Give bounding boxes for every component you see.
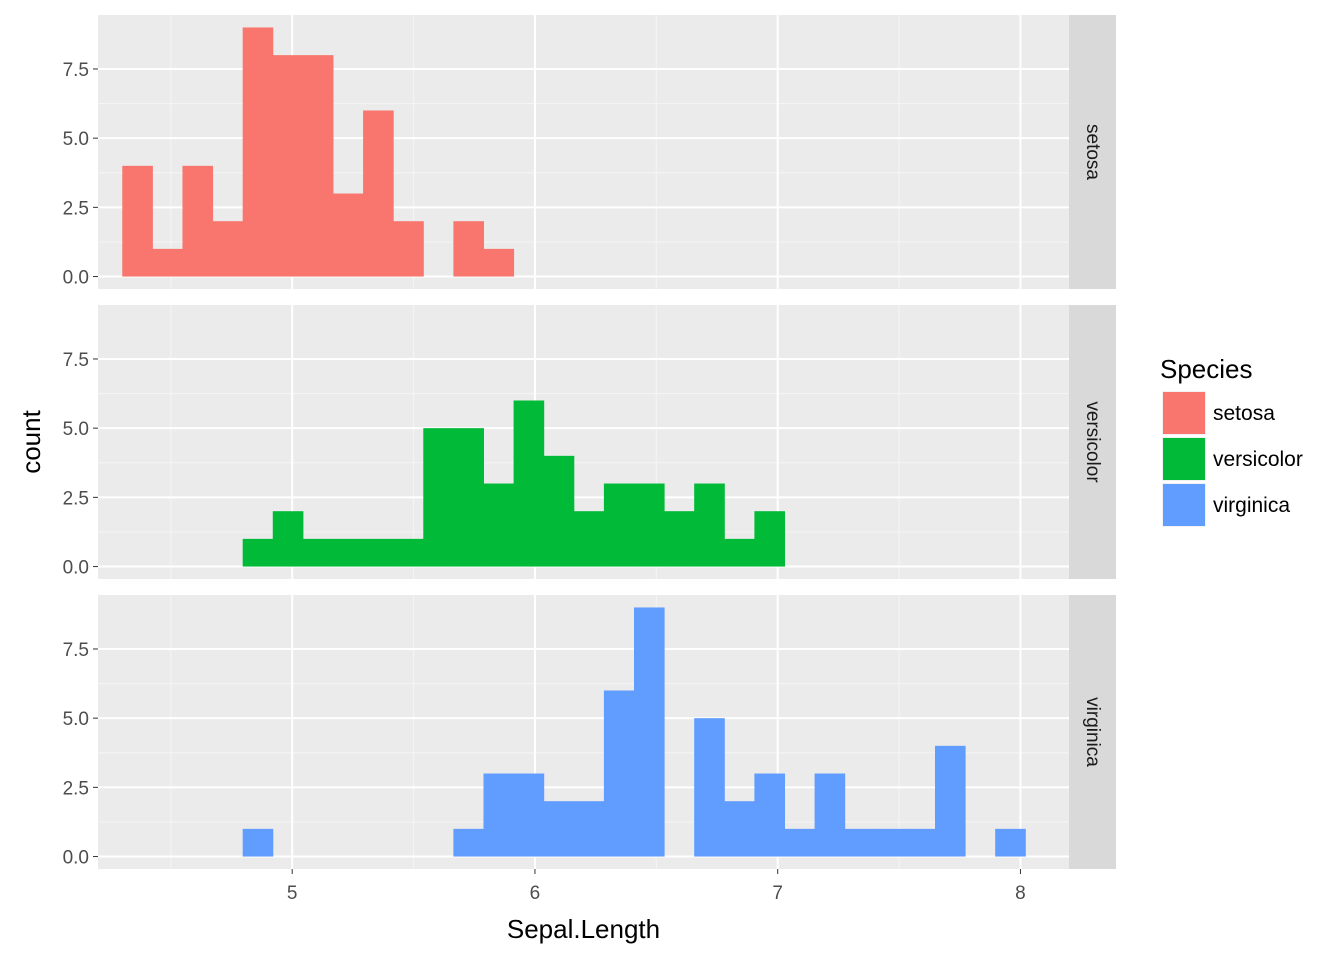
histogram-bar (814, 773, 846, 857)
facet-strip (1069, 595, 1116, 869)
histogram-bar (543, 801, 575, 857)
legend-key-swatch (1163, 392, 1205, 434)
x-axis-title: Sepal.Length (507, 914, 660, 944)
histogram-bar (513, 400, 545, 567)
histogram-bar (483, 773, 515, 857)
y-tick-label: 2.5 (63, 488, 89, 509)
x-tick-label: 6 (530, 883, 541, 904)
y-tick-label: 0.0 (63, 558, 89, 579)
y-tick-label: 2.5 (63, 198, 89, 219)
legend-key-swatch (1163, 438, 1205, 480)
x-tick-label: 8 (1015, 883, 1026, 904)
histogram-bar (754, 773, 785, 857)
histogram-bar (995, 828, 1026, 857)
histogram-bar (633, 483, 665, 567)
histogram-bar (272, 511, 304, 567)
histogram-bar (694, 483, 725, 567)
histogram-bar (332, 193, 364, 277)
y-tick-label: 7.5 (63, 60, 89, 81)
histogram-bar (423, 428, 454, 567)
y-tick-label: 0.0 (63, 268, 89, 289)
histogram-bar (363, 110, 394, 277)
histogram-bar (664, 511, 695, 567)
histogram-bar (272, 55, 304, 277)
histogram-bar (633, 607, 665, 857)
histogram-bar (844, 828, 876, 857)
histogram-bar (573, 511, 605, 567)
histogram-bar (573, 801, 605, 857)
histogram-bar (904, 828, 936, 857)
histogram-bar (393, 221, 424, 277)
histogram-bar (784, 828, 816, 857)
histogram-bar (393, 538, 424, 567)
y-tick-label: 7.5 (63, 640, 89, 661)
histogram-bar (935, 745, 966, 857)
histogram-bar (242, 828, 274, 857)
histogram-bar (212, 221, 244, 277)
histogram-bar (242, 538, 274, 567)
histogram-bar (242, 27, 274, 277)
histogram-bar (332, 538, 364, 567)
histogram-bar (302, 538, 334, 567)
y-tick-label: 5.0 (63, 419, 89, 440)
y-tick-label: 7.5 (63, 350, 89, 371)
y-tick-label: 5.0 (63, 129, 89, 150)
legend-label: versicolor (1213, 448, 1303, 471)
histogram-bar (724, 538, 755, 567)
histogram-bar (724, 801, 755, 857)
y-axis-title: count (16, 409, 46, 473)
x-tick-label: 5 (287, 883, 298, 904)
histogram-bar (603, 690, 635, 857)
histogram-bar (363, 538, 394, 567)
histogram-bar (874, 828, 906, 857)
histogram-bar (302, 55, 334, 277)
legend-label: setosa (1213, 402, 1275, 425)
histogram-bar (453, 221, 484, 277)
legend-key-swatch (1163, 484, 1205, 526)
histogram-bar (453, 828, 484, 857)
y-tick-label: 2.5 (63, 778, 89, 799)
histogram-bar (694, 718, 725, 857)
legend-label: virginica (1213, 494, 1290, 517)
histogram-bar (483, 483, 515, 567)
histogram-bar (543, 455, 575, 567)
histogram-bar (754, 511, 785, 567)
x-tick-label: 7 (772, 883, 783, 904)
histogram-bar (513, 773, 545, 857)
facet-strip (1069, 305, 1116, 579)
histogram-bar (122, 165, 153, 277)
histogram-bar (152, 248, 183, 277)
y-tick-label: 5.0 (63, 709, 89, 730)
facet-strip (1069, 15, 1116, 289)
legend-title: Species (1160, 354, 1253, 384)
histogram-bar (182, 165, 214, 277)
histogram-bar (453, 428, 484, 567)
histogram-bar (603, 483, 635, 567)
facet-strip-label: setosa (1082, 124, 1103, 180)
y-tick-label: 0.0 (63, 848, 89, 869)
facet-strip-label: versicolor (1082, 401, 1103, 483)
histogram-bar (483, 248, 515, 277)
facet-strip-label: virginica (1082, 697, 1103, 767)
